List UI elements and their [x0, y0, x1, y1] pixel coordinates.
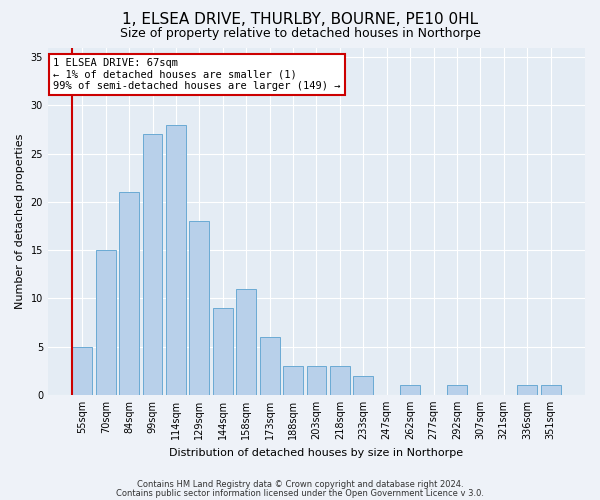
Bar: [236, 288, 256, 395]
Bar: [283, 366, 303, 395]
X-axis label: Distribution of detached houses by size in Northorpe: Distribution of detached houses by size …: [169, 448, 464, 458]
Text: Contains HM Land Registry data © Crown copyright and database right 2024.: Contains HM Land Registry data © Crown c…: [137, 480, 463, 489]
Text: 1 ELSEA DRIVE: 67sqm
← 1% of detached houses are smaller (1)
99% of semi-detache: 1 ELSEA DRIVE: 67sqm ← 1% of detached ho…: [53, 58, 341, 91]
Bar: [166, 124, 186, 395]
Bar: [213, 308, 233, 395]
Bar: [330, 366, 350, 395]
Bar: [190, 221, 209, 395]
Bar: [119, 192, 139, 395]
Bar: [400, 385, 420, 395]
Y-axis label: Number of detached properties: Number of detached properties: [15, 134, 25, 309]
Text: Contains public sector information licensed under the Open Government Licence v : Contains public sector information licen…: [116, 488, 484, 498]
Bar: [353, 376, 373, 395]
Bar: [541, 385, 560, 395]
Bar: [260, 337, 280, 395]
Bar: [73, 346, 92, 395]
Bar: [307, 366, 326, 395]
Bar: [517, 385, 537, 395]
Bar: [96, 250, 116, 395]
Text: 1, ELSEA DRIVE, THURLBY, BOURNE, PE10 0HL: 1, ELSEA DRIVE, THURLBY, BOURNE, PE10 0H…: [122, 12, 478, 28]
Bar: [447, 385, 467, 395]
Bar: [143, 134, 163, 395]
Text: Size of property relative to detached houses in Northorpe: Size of property relative to detached ho…: [119, 28, 481, 40]
